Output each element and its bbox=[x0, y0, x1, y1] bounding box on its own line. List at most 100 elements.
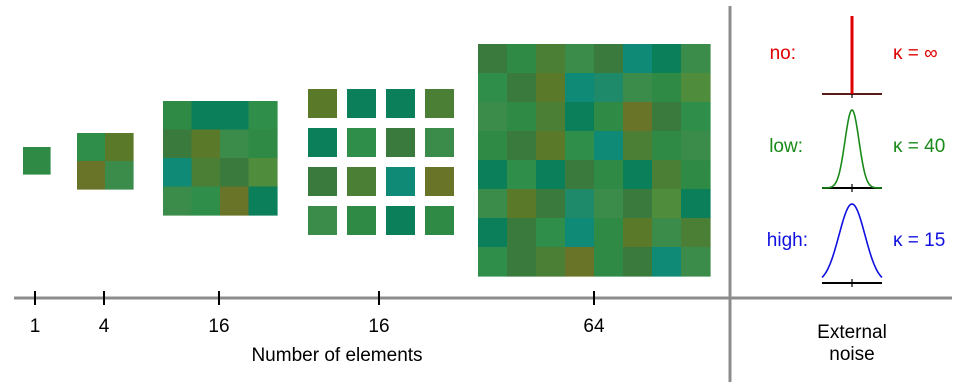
axis-title: Number of elements bbox=[251, 345, 423, 366]
patch-16-contiguous-cell-12 bbox=[163, 186, 193, 216]
patch-16-spaced-cell-15 bbox=[425, 206, 454, 235]
axis-ticks bbox=[34, 291, 595, 305]
patch-16-contiguous-cell-13 bbox=[191, 186, 221, 216]
patch-1 bbox=[23, 147, 51, 175]
patch-4-cell-2 bbox=[77, 161, 106, 190]
patch-64-cell-43 bbox=[565, 189, 595, 219]
patch-16-spaced-cell-0 bbox=[308, 89, 337, 118]
patch-64-cell-10 bbox=[536, 73, 566, 103]
patch-64 bbox=[478, 44, 711, 277]
patch-64-cell-13 bbox=[623, 73, 653, 103]
patch-16-spaced-cell-4 bbox=[308, 128, 337, 157]
patch-64-cell-28 bbox=[594, 131, 624, 161]
patch-64-cell-57 bbox=[507, 247, 537, 277]
patch-64-cell-52 bbox=[594, 218, 624, 248]
patch-64-cell-63 bbox=[681, 247, 711, 277]
patch-16-spaced-cell-12 bbox=[308, 206, 337, 235]
patch-16-contiguous-cell-2 bbox=[220, 101, 250, 131]
tick-label-16-b: 16 bbox=[368, 316, 390, 337]
patch-16-contiguous-cell-11 bbox=[248, 158, 278, 188]
patch-64-cell-44 bbox=[594, 189, 624, 219]
patch-64-cell-23 bbox=[681, 102, 711, 132]
patch-16-spaced-cell-2 bbox=[386, 89, 415, 118]
tick-label-4: 4 bbox=[98, 316, 110, 337]
noise-curve-low bbox=[822, 109, 882, 192]
noise-level-high-label: high: bbox=[766, 230, 808, 251]
patch-16-contiguous-cell-14 bbox=[220, 186, 250, 216]
patch-64-cell-59 bbox=[565, 247, 595, 277]
patch-64-cell-39 bbox=[681, 160, 711, 190]
patch-64-cell-27 bbox=[565, 131, 595, 161]
patch-64-cell-35 bbox=[565, 160, 595, 190]
patch-64-cell-18 bbox=[536, 102, 566, 132]
patch-64-cell-46 bbox=[652, 189, 682, 219]
patch-16-contiguous-cell-15 bbox=[248, 186, 278, 216]
patch-16-contiguous-cell-1 bbox=[191, 101, 221, 131]
patch-16-spaced-cell-8 bbox=[308, 167, 337, 196]
patch-16-spaced bbox=[308, 89, 454, 235]
noise-gaussian-high bbox=[821, 203, 883, 279]
patch-64-cell-31 bbox=[681, 131, 711, 161]
patch-64-cell-40 bbox=[478, 189, 508, 219]
patch-64-cell-54 bbox=[652, 218, 682, 248]
patch-16-spaced-cell-14 bbox=[386, 206, 415, 235]
patch-64-cell-17 bbox=[507, 102, 537, 132]
patch-4-cell-3 bbox=[105, 161, 134, 190]
patch-64-cell-62 bbox=[652, 247, 682, 277]
patch-16-contiguous-cell-5 bbox=[191, 129, 221, 159]
patch-64-cell-45 bbox=[623, 189, 653, 219]
patch-64-cell-30 bbox=[652, 131, 682, 161]
patch-64-cell-53 bbox=[623, 218, 653, 248]
noise-curve-no bbox=[822, 16, 882, 98]
tick-label-1: 1 bbox=[29, 316, 41, 337]
patch-64-cell-14 bbox=[652, 73, 682, 103]
patch-16-contiguous-cell-9 bbox=[191, 158, 221, 188]
patch-16-contiguous-cell-7 bbox=[248, 129, 278, 159]
noise-gaussian-low bbox=[822, 109, 882, 189]
noise-level-low-label: low: bbox=[769, 136, 803, 157]
patch-64-cell-9 bbox=[507, 73, 537, 103]
kappa-low-label: κ = 40 bbox=[893, 136, 946, 157]
kappa-no-label: κ = ∞ bbox=[893, 43, 938, 64]
patch-16-contiguous bbox=[163, 101, 278, 216]
noise-curve-high bbox=[821, 203, 883, 287]
patch-64-cell-19 bbox=[565, 102, 595, 132]
patch-64-cell-5 bbox=[623, 44, 653, 74]
patch-16-spaced-cell-6 bbox=[386, 128, 415, 157]
patch-64-cell-48 bbox=[478, 218, 508, 248]
patch-64-cell-32 bbox=[478, 160, 508, 190]
patch-64-cell-21 bbox=[623, 102, 653, 132]
patch-64-cell-55 bbox=[681, 218, 711, 248]
patch-16-contiguous-cell-10 bbox=[220, 158, 250, 188]
patch-64-cell-8 bbox=[478, 73, 508, 103]
patch-16-spaced-cell-3 bbox=[425, 89, 454, 118]
patch-16-spaced-cell-7 bbox=[425, 128, 454, 157]
patch-16-contiguous-cell-6 bbox=[220, 129, 250, 159]
patch-16-spaced-cell-9 bbox=[347, 167, 376, 196]
patch-64-cell-36 bbox=[594, 160, 624, 190]
patch-64-cell-49 bbox=[507, 218, 537, 248]
patch-64-cell-58 bbox=[536, 247, 566, 277]
patch-16-spaced-cell-11 bbox=[425, 167, 454, 196]
patch-64-cell-20 bbox=[594, 102, 624, 132]
patch-64-cell-22 bbox=[652, 102, 682, 132]
patch-64-cell-0 bbox=[478, 44, 508, 74]
patch-group bbox=[23, 44, 711, 277]
patch-64-cell-37 bbox=[623, 160, 653, 190]
patch-16-spaced-cell-13 bbox=[347, 206, 376, 235]
external-noise-title-line1: External bbox=[817, 322, 887, 343]
patch-64-cell-47 bbox=[681, 189, 711, 219]
kappa-high-label: κ = 15 bbox=[893, 230, 946, 251]
patch-16-contiguous-cell-4 bbox=[163, 129, 193, 159]
patch-64-cell-56 bbox=[478, 247, 508, 277]
patch-16-spaced-cell-1 bbox=[347, 89, 376, 118]
patch-64-cell-4 bbox=[594, 44, 624, 74]
patch-64-cell-50 bbox=[536, 218, 566, 248]
external-noise-title-line2: noise bbox=[829, 344, 875, 365]
patch-64-cell-60 bbox=[594, 247, 624, 277]
patch-4 bbox=[77, 133, 134, 190]
patch-64-cell-7 bbox=[681, 44, 711, 74]
patch-16-contiguous-cell-0 bbox=[163, 101, 193, 131]
